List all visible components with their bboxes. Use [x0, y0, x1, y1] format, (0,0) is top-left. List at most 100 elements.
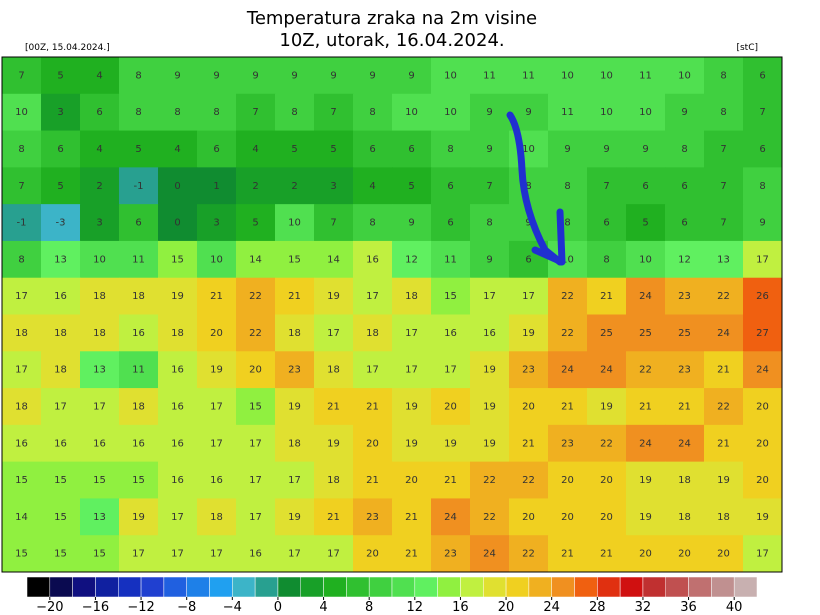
- temperature-cell: [41, 351, 81, 389]
- temperature-cell: [548, 204, 588, 242]
- temperature-label: 23: [288, 365, 301, 376]
- colorbar-swatch: [597, 576, 621, 598]
- temperature-label: 2: [96, 181, 102, 192]
- temperature-cell: [704, 535, 744, 573]
- temperature-label: 20: [522, 401, 535, 412]
- temperature-label: 21: [444, 475, 457, 486]
- temperature-label: 9: [525, 107, 531, 118]
- temperature-cell: [626, 351, 666, 389]
- temperature-label: 20: [561, 475, 574, 486]
- temperature-cell: [626, 57, 666, 95]
- temperature-label: 18: [678, 475, 691, 486]
- temperature-cell: [275, 277, 315, 315]
- temperature-label: 24: [717, 328, 730, 339]
- temperature-cell: [353, 57, 393, 95]
- run-label: [00Z, 15.04.2024.]: [25, 43, 110, 53]
- temperature-cell: [704, 388, 744, 426]
- temperature-cell: [743, 167, 783, 205]
- temperature-label: 17: [366, 365, 379, 376]
- temperature-cell: [353, 240, 393, 279]
- temperature-cell: [275, 93, 315, 132]
- temperature-label: 11: [522, 70, 535, 81]
- temperature-cell: [548, 277, 588, 315]
- temperature-label: 23: [444, 549, 457, 560]
- temperature-cell: [704, 277, 744, 315]
- temperature-cell: [431, 204, 471, 242]
- temperature-label: 15: [15, 549, 28, 560]
- temperature-cell: [80, 93, 120, 132]
- temperature-label: 3: [96, 218, 102, 229]
- temperature-cell: [41, 167, 81, 205]
- temperature-label: 8: [720, 107, 726, 118]
- colorbar-swatch: [254, 576, 279, 598]
- temperature-label: 17: [327, 549, 340, 560]
- temperature-label: 19: [756, 512, 769, 523]
- temperature-label: 19: [132, 512, 145, 523]
- temperature-label: 8: [525, 181, 531, 192]
- temperature-cell: [314, 130, 354, 168]
- temperature-label: 9: [330, 70, 336, 81]
- temperature-cell: [197, 93, 237, 132]
- colorbar-swatch: [118, 576, 142, 598]
- temperature-label: 19: [483, 365, 496, 376]
- temperature-label: 14: [15, 512, 28, 523]
- temperature-cell: [470, 498, 510, 536]
- temperature-label: 13: [54, 254, 67, 265]
- temperature-cell: [392, 535, 432, 573]
- colorbar-tick-label: −8: [177, 600, 196, 615]
- temperature-label: 10: [405, 107, 418, 118]
- temperature-cell: [743, 130, 783, 168]
- temperature-label: 10: [444, 107, 457, 118]
- temperature-cell: [743, 93, 783, 132]
- temperature-label: 17: [444, 365, 457, 376]
- temperature-cell: [80, 130, 120, 168]
- temperature-label: 17: [756, 549, 769, 560]
- temperature-cell: [275, 57, 315, 95]
- temperature-label: 19: [483, 401, 496, 412]
- temperature-label: 20: [717, 549, 730, 560]
- temperature-cell: [392, 240, 432, 279]
- temperature-label: 6: [369, 144, 375, 155]
- temperature-cell: [509, 277, 549, 315]
- temperature-label: 9: [681, 107, 687, 118]
- temperature-label: 11: [561, 107, 574, 118]
- temperature-cell: [704, 314, 744, 352]
- colorbar-swatch: [528, 576, 552, 598]
- temperature-label: 17: [210, 401, 223, 412]
- temperature-cell: [158, 277, 198, 315]
- temperature-label: 22: [249, 291, 262, 302]
- temperature-cell: [314, 388, 354, 426]
- temperature-label: 7: [720, 218, 726, 229]
- temperature-label: 15: [132, 475, 145, 486]
- temperature-label: 10: [639, 107, 652, 118]
- temperature-label: 21: [327, 512, 340, 523]
- temperature-cell: [431, 424, 471, 463]
- temperature-cell: [80, 388, 120, 426]
- temperature-label: 24: [561, 365, 574, 376]
- temperature-label: 0: [174, 181, 180, 192]
- temperature-label: 3: [57, 107, 63, 118]
- temperature-label: 9: [408, 218, 414, 229]
- temperature-label: 9: [486, 144, 492, 155]
- colorbar-swatch: [95, 576, 119, 598]
- temperature-cell: [470, 204, 510, 242]
- temperature-cell: [665, 388, 705, 426]
- temperature-label: 18: [171, 328, 184, 339]
- temperature-cell: [41, 498, 81, 536]
- temperature-cell: [119, 57, 159, 95]
- temperature-cell: [80, 204, 120, 242]
- temperature-cell: [470, 351, 510, 389]
- temperature-cell: [704, 351, 744, 389]
- temperature-cell: [353, 314, 393, 352]
- temperature-label: 22: [639, 365, 652, 376]
- temperature-label: 20: [366, 438, 379, 449]
- temperature-label: 24: [600, 365, 613, 376]
- temperature-label: 23: [678, 365, 691, 376]
- temperature-cell: [392, 167, 432, 205]
- temperature-label: 10: [444, 70, 457, 81]
- temperature-label: 16: [249, 549, 262, 560]
- temperature-cell: [392, 277, 432, 315]
- temperature-label: 9: [486, 107, 492, 118]
- temperature-label: 6: [759, 144, 765, 155]
- colorbar-swatch: [665, 576, 689, 598]
